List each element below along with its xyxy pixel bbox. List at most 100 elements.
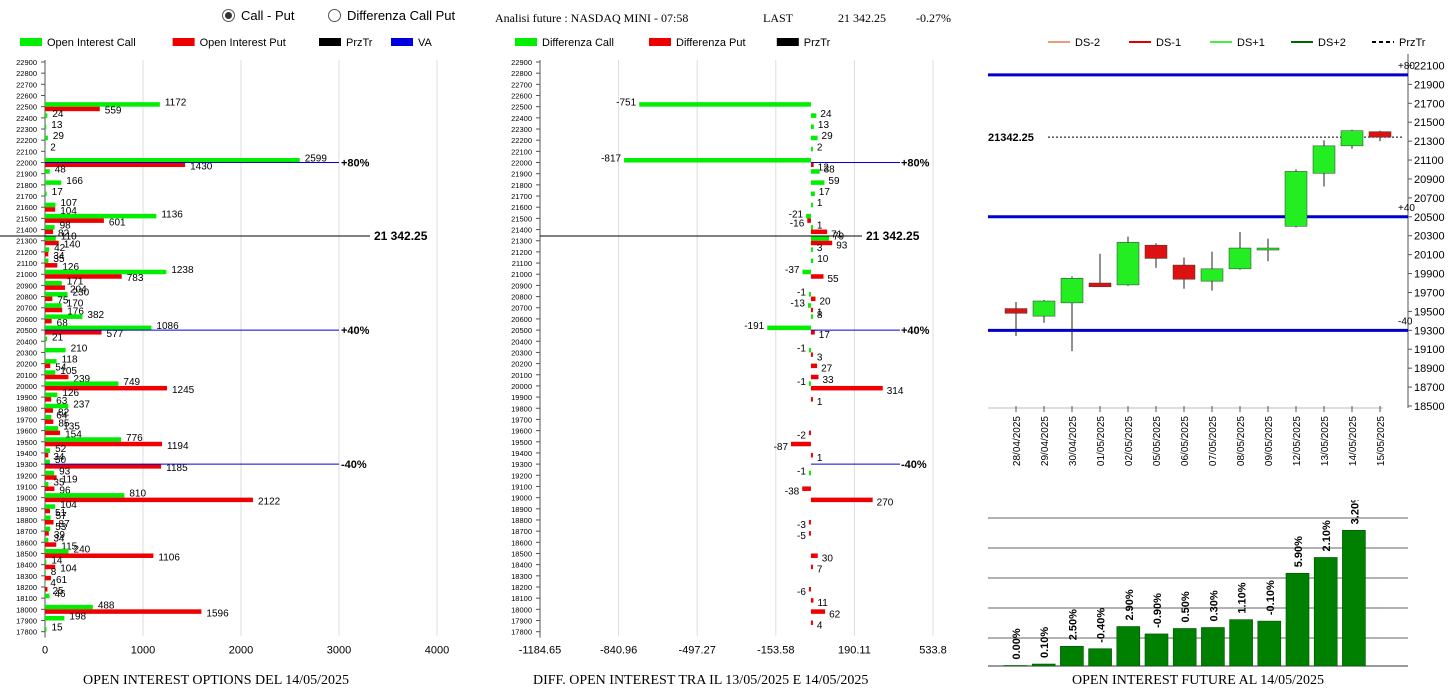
bar-diff-call bbox=[802, 270, 810, 275]
strike-label: 20600 bbox=[511, 315, 532, 324]
future-bar-label: 2.90% bbox=[1124, 589, 1136, 620]
date-label: 08/05/2025 bbox=[1236, 416, 1247, 466]
bar-diff-call bbox=[811, 192, 815, 197]
candle-body bbox=[1173, 265, 1195, 279]
data-label-put: 601 bbox=[109, 217, 126, 228]
strike-label: 19700 bbox=[511, 415, 532, 424]
strike-label: 18000 bbox=[511, 605, 532, 614]
data-label-diff-put: 270 bbox=[877, 498, 894, 509]
candle-body bbox=[1145, 245, 1167, 258]
last-price-label: 21342.25 bbox=[988, 132, 1034, 144]
data-label-put: 1106 bbox=[158, 552, 180, 563]
radio-call-put[interactable]: Call - Put bbox=[222, 8, 294, 25]
va-label: -40% bbox=[901, 459, 927, 471]
strike-label: 19800 bbox=[511, 404, 532, 413]
data-label-diff-call: 17 bbox=[819, 187, 831, 198]
bar-diff-put bbox=[791, 442, 811, 447]
caption-oi: OPEN INTEREST OPTIONS DEL 14/05/2025 bbox=[83, 673, 349, 689]
future-bar-label: 0.00% bbox=[1011, 628, 1023, 659]
legend-label: VA bbox=[418, 37, 433, 49]
legend-label: DS-1 bbox=[1156, 37, 1181, 49]
bar-diff-put bbox=[811, 598, 814, 603]
strike-label: 22100 bbox=[16, 147, 37, 156]
bar-diff-call bbox=[624, 158, 811, 163]
strike-label: 20500 bbox=[16, 326, 37, 335]
bar-call bbox=[45, 247, 49, 252]
bar-call bbox=[45, 448, 50, 453]
y-tick-label: 18500 bbox=[1414, 401, 1445, 413]
data-label-call: 166 bbox=[66, 176, 83, 187]
y-tick-label: 19900 bbox=[1414, 269, 1445, 281]
candle-body bbox=[1061, 278, 1083, 303]
bar-diff-call bbox=[809, 348, 811, 353]
bar-diff-call bbox=[811, 180, 824, 185]
data-label-call: 46 bbox=[55, 589, 67, 600]
data-label-diff-put: 17 bbox=[819, 330, 831, 341]
strike-label: 22600 bbox=[511, 92, 532, 101]
date-label: 07/05/2025 bbox=[1208, 416, 1219, 466]
strike-label: 21400 bbox=[16, 226, 37, 235]
strike-label: 17900 bbox=[16, 617, 37, 626]
strike-label: 21300 bbox=[511, 237, 532, 246]
bar-diff-put bbox=[811, 274, 824, 279]
bar-call bbox=[45, 192, 47, 197]
strike-label: 22700 bbox=[16, 80, 37, 89]
candle-body bbox=[1313, 146, 1335, 173]
bar-call bbox=[45, 482, 48, 487]
strike-label: 17800 bbox=[16, 628, 37, 637]
bar-diff-call bbox=[811, 236, 829, 241]
strike-label: 18400 bbox=[16, 561, 37, 570]
strike-label: 20400 bbox=[511, 337, 532, 346]
data-label-diff-put: 314 bbox=[887, 386, 904, 397]
data-label-diff-put: 20 bbox=[819, 297, 831, 308]
legend-swatch bbox=[777, 38, 799, 46]
data-label-diff-call: 8 bbox=[817, 310, 823, 321]
data-label-diff-put: 55 bbox=[828, 274, 840, 285]
strike-label: 19300 bbox=[511, 460, 532, 469]
candle-body bbox=[1117, 242, 1139, 285]
bar-diff-put bbox=[811, 553, 818, 558]
data-label-diff-call: 38 bbox=[824, 165, 836, 176]
radio-diff[interactable]: Differenza Call Put bbox=[328, 8, 455, 25]
bar-call bbox=[45, 616, 64, 621]
bar-call bbox=[45, 169, 50, 174]
legend-label: PrzTr bbox=[346, 37, 373, 49]
date-label: 13/05/2025 bbox=[1320, 416, 1331, 466]
strike-label: 19500 bbox=[511, 438, 532, 447]
data-label-put: 104 bbox=[60, 564, 77, 575]
strike-label: 20500 bbox=[511, 326, 532, 335]
bar-diff-put bbox=[811, 364, 817, 369]
data-label-put: 140 bbox=[64, 240, 81, 251]
candle-body bbox=[1201, 269, 1223, 281]
data-label-diff-call: 2 bbox=[817, 142, 823, 153]
data-label-put: 1185 bbox=[166, 463, 188, 474]
bar-diff-call bbox=[808, 303, 811, 308]
data-label-diff-put: -3 bbox=[797, 520, 806, 531]
strike-label: 20200 bbox=[16, 360, 37, 369]
band-label: +40 bbox=[1398, 203, 1415, 214]
strike-label: 22100 bbox=[511, 147, 532, 156]
future-bar bbox=[1314, 557, 1337, 666]
future-bar-label: 0.30% bbox=[1208, 590, 1220, 621]
legend-swatch bbox=[649, 38, 671, 46]
future-bar bbox=[1342, 530, 1365, 666]
bar-diff-call bbox=[767, 326, 811, 331]
bar-diff-call bbox=[811, 203, 813, 208]
y-tick-label: 19300 bbox=[1414, 325, 1445, 337]
legend-swatch bbox=[515, 38, 537, 46]
candle-body bbox=[1257, 248, 1279, 250]
strike-label: 19100 bbox=[16, 482, 37, 491]
bar-diff-call bbox=[811, 247, 813, 252]
last-price-label: 21 342.25 bbox=[866, 229, 920, 243]
future-bar bbox=[1089, 649, 1112, 666]
change-value: -0.27% bbox=[916, 11, 951, 26]
bar-call bbox=[45, 236, 56, 241]
strike-label: 19300 bbox=[16, 460, 37, 469]
data-label-diff-put: 1 bbox=[817, 453, 823, 464]
bar-call bbox=[45, 180, 61, 185]
bar-call bbox=[45, 326, 151, 331]
bar-call bbox=[45, 549, 69, 554]
future-bar-label: -0.90% bbox=[1152, 593, 1164, 628]
bar-call bbox=[45, 348, 66, 353]
bar-call bbox=[45, 303, 62, 308]
